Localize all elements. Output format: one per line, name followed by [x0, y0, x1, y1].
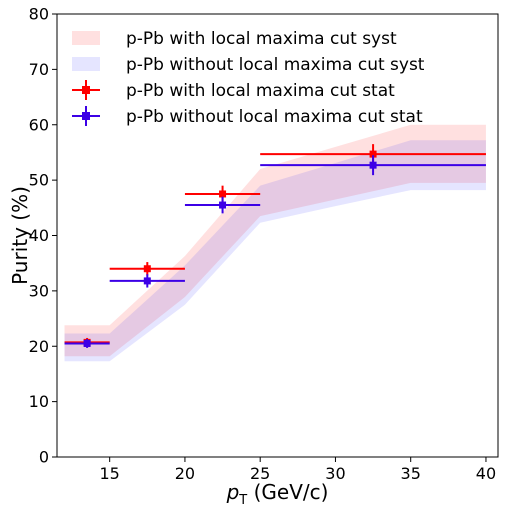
point-marker — [143, 277, 151, 285]
legend-item-2: p-Pb without local maxima cut syst — [72, 55, 425, 75]
legend-item-3: p-Pb with local maxima cut stat — [72, 80, 395, 101]
x-tick-label: 15 — [99, 464, 119, 483]
x-axis-unit: (GeV/c) — [247, 480, 328, 504]
legend: p-Pb with local maxima cut syst p-Pb with… — [72, 29, 425, 127]
y-tick-label: 60 — [29, 115, 49, 134]
x-tick-label: 25 — [250, 464, 270, 483]
syst-band-2 — [64, 140, 486, 362]
data-point-s2-4 — [260, 155, 486, 176]
data-point-s2-3 — [184, 196, 261, 214]
point-marker — [219, 190, 227, 198]
legend-label: p-Pb with local maxima cut syst — [126, 29, 397, 49]
data-point-s2-1 — [64, 339, 110, 348]
legend-label: p-Pb without local maxima cut stat — [126, 107, 423, 127]
x-tick-label: 20 — [175, 464, 195, 483]
x-axis-variable: p — [226, 480, 240, 504]
y-tick-label: 20 — [29, 337, 49, 356]
legend-item-4: p-Pb without local maxima cut stat — [72, 106, 423, 127]
x-axis-label: pT (GeV/c) — [226, 480, 329, 508]
y-tick-label: 50 — [29, 171, 49, 190]
point-marker — [219, 201, 227, 209]
x-axis-subscript: T — [238, 493, 247, 508]
legend-marker — [82, 86, 90, 94]
legend-label: p-Pb with local maxima cut stat — [126, 81, 395, 101]
y-axis-label: Purity (%) — [8, 186, 32, 285]
point-marker — [143, 265, 151, 273]
x-tick-label: 35 — [401, 464, 421, 483]
x-tick-label: 40 — [476, 464, 496, 483]
y-tick-label: 70 — [29, 60, 49, 79]
legend-marker — [82, 112, 90, 120]
y-tick-label: 80 — [29, 5, 49, 24]
systematic-bands — [64, 124, 486, 362]
y-tick-label: 40 — [29, 226, 49, 245]
data-point-s2-2 — [109, 274, 185, 288]
y-tick-label: 10 — [29, 392, 49, 411]
data-points — [64, 144, 486, 348]
legend-swatch — [72, 31, 100, 45]
y-tick-label: 0 — [39, 448, 49, 467]
syst-band-1 — [64, 124, 486, 357]
legend-label: p-Pb without local maxima cut syst — [126, 55, 425, 75]
axis-ticks: 15 20 25 30 35 40 0 10 20 30 40 50 60 70 80 — [29, 5, 496, 484]
point-marker — [369, 150, 377, 158]
legend-swatch — [72, 57, 100, 71]
y-tick-label: 30 — [29, 281, 49, 300]
legend-item-1: p-Pb with local maxima cut syst — [72, 29, 397, 49]
data-point-s1-2 — [109, 262, 185, 276]
point-marker — [83, 339, 91, 347]
point-marker — [369, 161, 377, 169]
x-tick-label: 30 — [325, 464, 345, 483]
